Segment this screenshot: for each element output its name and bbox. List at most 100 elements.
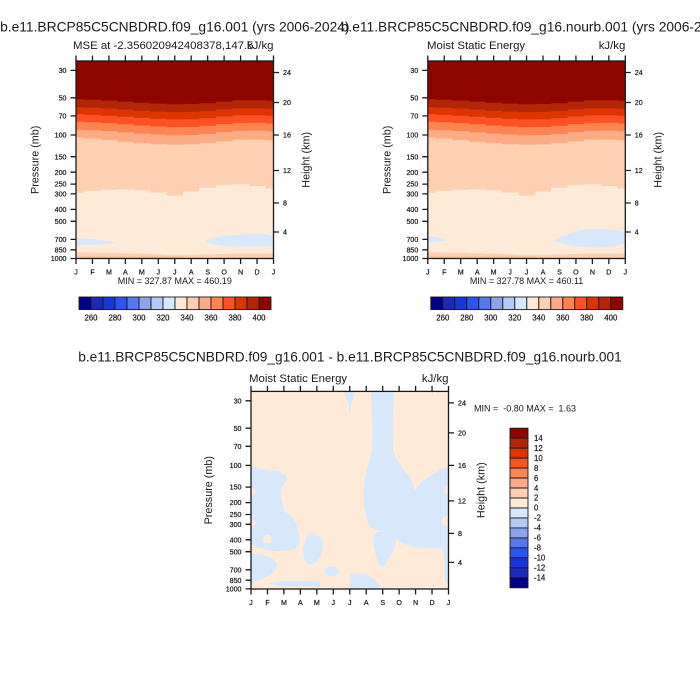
svg-text:N: N xyxy=(590,269,595,277)
svg-text:M: M xyxy=(314,599,320,607)
svg-text:b.e11.BRCP85C5CNBDRD.f09_g16.0: b.e11.BRCP85C5CNBDRD.f09_g16.001 - b.e11… xyxy=(78,350,622,365)
svg-text:10: 10 xyxy=(534,454,543,463)
svg-text:8: 8 xyxy=(635,200,639,208)
svg-text:4: 4 xyxy=(458,559,462,567)
svg-text:D: D xyxy=(429,599,434,607)
svg-text:20: 20 xyxy=(635,99,643,107)
svg-text:400: 400 xyxy=(230,536,242,544)
svg-text:30: 30 xyxy=(410,67,418,75)
svg-text:250: 250 xyxy=(230,511,242,519)
svg-text:400: 400 xyxy=(252,314,266,323)
svg-text:Height (km): Height (km) xyxy=(652,132,664,188)
svg-text:-4: -4 xyxy=(534,524,542,533)
svg-text:150: 150 xyxy=(55,153,67,161)
svg-text:400: 400 xyxy=(55,206,67,214)
svg-text:400: 400 xyxy=(604,314,618,323)
svg-text:850: 850 xyxy=(230,577,242,585)
svg-text:700: 700 xyxy=(230,566,242,574)
svg-text:J: J xyxy=(525,269,529,277)
svg-text:Height (km): Height (km) xyxy=(301,132,313,188)
svg-text:70: 70 xyxy=(59,113,67,121)
svg-text:24: 24 xyxy=(458,400,466,408)
svg-text:J: J xyxy=(173,269,177,277)
svg-text:A: A xyxy=(298,599,303,607)
svg-text:MIN = -0.80 MAX = 1.63: MIN = -0.80 MAX = 1.63 xyxy=(474,404,576,414)
svg-text:30: 30 xyxy=(234,397,242,405)
svg-text:50: 50 xyxy=(234,425,242,433)
svg-text:D: D xyxy=(606,269,611,277)
svg-text:500: 500 xyxy=(230,548,242,556)
svg-text:b.e11.BRCP85C5CNBDRD.f09_g16.n: b.e11.BRCP85C5CNBDRD.f09_g16.nourb.001 (… xyxy=(341,20,700,35)
svg-text:A: A xyxy=(475,269,480,277)
svg-text:20: 20 xyxy=(283,99,291,107)
svg-text:300: 300 xyxy=(230,521,242,529)
svg-text:S: S xyxy=(557,269,562,277)
svg-text:300: 300 xyxy=(406,191,418,199)
svg-text:-12: -12 xyxy=(534,564,545,573)
svg-text:-2: -2 xyxy=(534,514,541,523)
svg-text:200: 200 xyxy=(55,169,67,177)
svg-text:O: O xyxy=(221,269,227,277)
svg-text:M: M xyxy=(281,599,287,607)
svg-text:70: 70 xyxy=(410,113,418,121)
svg-text:Height (km): Height (km) xyxy=(476,462,488,518)
svg-text:30: 30 xyxy=(59,67,67,75)
svg-text:Pressure (mb): Pressure (mb) xyxy=(381,126,393,194)
svg-text:-6: -6 xyxy=(534,534,541,543)
svg-text:F: F xyxy=(442,269,447,277)
svg-text:320: 320 xyxy=(156,314,170,323)
svg-text:300: 300 xyxy=(484,314,498,323)
svg-text:A: A xyxy=(123,269,128,277)
svg-text:340: 340 xyxy=(532,314,546,323)
svg-text:12: 12 xyxy=(635,167,643,175)
svg-text:70: 70 xyxy=(234,443,242,451)
svg-text:J: J xyxy=(426,269,430,277)
svg-text:-8: -8 xyxy=(534,544,541,553)
svg-text:24: 24 xyxy=(283,69,291,77)
svg-text:2: 2 xyxy=(534,494,538,503)
svg-text:700: 700 xyxy=(55,236,67,244)
svg-text:J: J xyxy=(447,599,451,607)
svg-text:0: 0 xyxy=(534,504,539,513)
svg-text:MSE at -2.356020942408378,147.: MSE at -2.356020942408378,147.5 xyxy=(73,40,254,52)
svg-text:850: 850 xyxy=(55,246,67,254)
svg-text:O: O xyxy=(396,599,402,607)
svg-text:Moist Static Energy: Moist Static Energy xyxy=(427,40,525,52)
svg-text:M: M xyxy=(139,269,145,277)
svg-text:500: 500 xyxy=(406,218,418,226)
svg-text:MIN = 327.78 MAX = 460.11: MIN = 327.78 MAX = 460.11 xyxy=(470,276,583,286)
svg-text:260: 260 xyxy=(436,314,450,323)
svg-text:J: J xyxy=(332,599,336,607)
svg-text:150: 150 xyxy=(406,153,418,161)
svg-text:12: 12 xyxy=(283,167,291,175)
svg-text:N: N xyxy=(413,599,418,607)
svg-text:J: J xyxy=(508,269,512,277)
svg-text:50: 50 xyxy=(410,94,418,102)
svg-text:200: 200 xyxy=(230,499,242,507)
svg-text:S: S xyxy=(380,599,385,607)
svg-text:50: 50 xyxy=(59,94,67,102)
svg-text:16: 16 xyxy=(283,132,291,140)
svg-text:A: A xyxy=(541,269,546,277)
svg-text:320: 320 xyxy=(508,314,522,323)
svg-text:6: 6 xyxy=(534,474,538,483)
svg-text:500: 500 xyxy=(55,218,67,226)
svg-text:200: 200 xyxy=(406,169,418,177)
svg-text:M: M xyxy=(106,269,112,277)
svg-text:S: S xyxy=(205,269,210,277)
svg-text:-14: -14 xyxy=(534,574,546,583)
svg-text:Pressure (mb): Pressure (mb) xyxy=(30,126,42,194)
svg-text:850: 850 xyxy=(406,246,418,254)
svg-text:100: 100 xyxy=(230,462,242,470)
svg-text:100: 100 xyxy=(406,132,418,140)
svg-text:M: M xyxy=(491,269,497,277)
svg-text:Pressure (mb): Pressure (mb) xyxy=(203,456,215,524)
svg-text:F: F xyxy=(265,599,270,607)
svg-text:J: J xyxy=(74,269,78,277)
svg-text:4: 4 xyxy=(534,484,539,493)
svg-text:1000: 1000 xyxy=(51,255,67,263)
svg-text:12: 12 xyxy=(458,498,466,506)
svg-text:24: 24 xyxy=(635,69,643,77)
svg-text:M: M xyxy=(458,269,464,277)
svg-text:360: 360 xyxy=(556,314,570,323)
